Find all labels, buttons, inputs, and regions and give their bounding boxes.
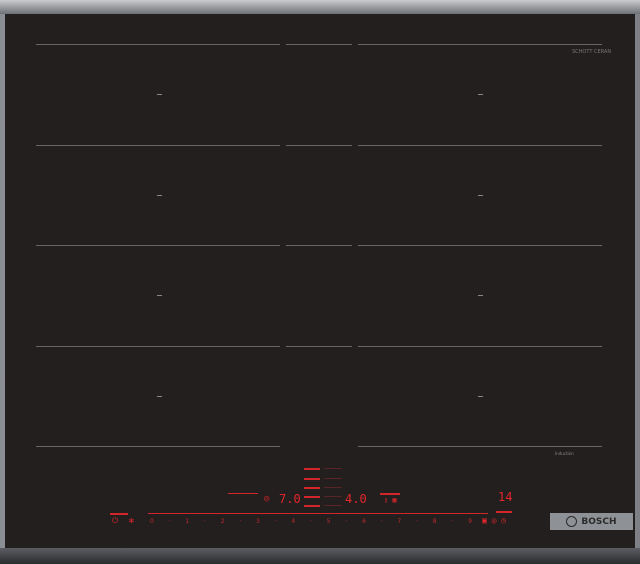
zone-divider	[358, 245, 602, 246]
slider-level[interactable]: ·	[345, 518, 348, 525]
slider-level[interactable]: 4	[291, 518, 296, 525]
right-power-display: 4.0	[345, 492, 367, 506]
zone-divider	[358, 44, 602, 45]
induction-label: Induction	[555, 451, 574, 456]
zone-divider	[36, 44, 280, 45]
zone-divider	[36, 446, 280, 447]
slider-level[interactable]: 3	[256, 518, 260, 525]
slider-level[interactable]: 6	[362, 518, 366, 525]
zone-divider	[286, 346, 352, 347]
slider-level[interactable]: 9	[468, 518, 472, 525]
zone-divider	[36, 346, 280, 347]
timer-bar	[496, 511, 512, 513]
slider-level[interactable]: 0	[150, 518, 154, 525]
zone-divider	[36, 145, 280, 146]
zone-marker[interactable]	[157, 396, 162, 397]
child-lock-icon[interactable]: ✻	[129, 516, 134, 525]
zone-level-bar-dim	[324, 505, 342, 506]
zone-level-bar-dim	[324, 496, 342, 497]
slider-bar-left	[110, 513, 128, 515]
zone-marker[interactable]	[478, 195, 483, 196]
slider-level[interactable]: ·	[203, 518, 206, 525]
slider-level[interactable]: ·	[416, 518, 418, 525]
timer-icon[interactable]: ◎	[264, 494, 270, 504]
slider-level[interactable]: ·	[380, 518, 383, 525]
zone-marker[interactable]	[157, 295, 162, 296]
zone-level-bar	[304, 505, 320, 507]
zone-divider	[36, 245, 280, 246]
left-power-display: 7.0	[279, 492, 301, 506]
zone-marker[interactable]	[478, 295, 483, 296]
function-icons[interactable]: ▣ ◎ ◷	[482, 516, 507, 525]
slider-level[interactable]: ·	[274, 518, 277, 525]
ceramic-glass-surface	[5, 14, 635, 548]
slider-level[interactable]: 1	[185, 518, 190, 525]
brand-name: BOSCH	[581, 516, 617, 527]
power-level-slider[interactable]: 0 · 1 · 2 · 3 · 4 · 5 · 6 · 7 · 8 · 9	[150, 517, 472, 527]
zone-marker[interactable]	[157, 94, 162, 95]
zone-level-bar-dim	[324, 468, 342, 469]
top-edge	[0, 0, 640, 14]
slider-level[interactable]: ·	[168, 518, 171, 525]
zone-level-bar-dim	[324, 478, 342, 479]
zone-divider	[358, 145, 602, 146]
zone-divider	[358, 446, 602, 447]
zone-divider	[358, 346, 602, 347]
glass-logo: SCHOTT CERAN	[572, 49, 612, 55]
zone-select-icon[interactable]: ▯ ▦	[384, 496, 397, 504]
slider-level[interactable]: ·	[451, 518, 454, 525]
bosch-logo: BOSCH	[550, 513, 633, 530]
slider-track[interactable]	[148, 513, 488, 514]
left-zone-bar	[228, 493, 258, 494]
zone-divider	[286, 245, 352, 246]
zone-indicator-bar	[380, 493, 400, 495]
zone-marker[interactable]	[157, 195, 162, 196]
power-icon[interactable]: ⏻	[112, 516, 119, 525]
zone-level-bar-dim	[324, 487, 342, 488]
timer-display: 14	[498, 490, 513, 504]
slider-level[interactable]: 2	[220, 518, 225, 525]
zone-level-bar	[304, 468, 320, 470]
zone-divider	[286, 145, 352, 146]
zone-marker[interactable]	[478, 94, 483, 95]
zone-marker[interactable]	[478, 396, 483, 397]
bottom-edge	[0, 548, 640, 564]
slider-level[interactable]: 8	[432, 518, 437, 525]
zone-level-bar	[304, 487, 320, 489]
slider-level[interactable]: ·	[239, 518, 242, 525]
bosch-icon	[566, 516, 578, 527]
slider-level[interactable]: ·	[310, 518, 312, 525]
zone-level-bar	[304, 496, 320, 498]
zone-divider	[286, 44, 352, 45]
slider-level[interactable]: 5	[326, 518, 331, 525]
zone-level-bar	[304, 478, 320, 480]
slider-level[interactable]: 7	[397, 518, 402, 525]
